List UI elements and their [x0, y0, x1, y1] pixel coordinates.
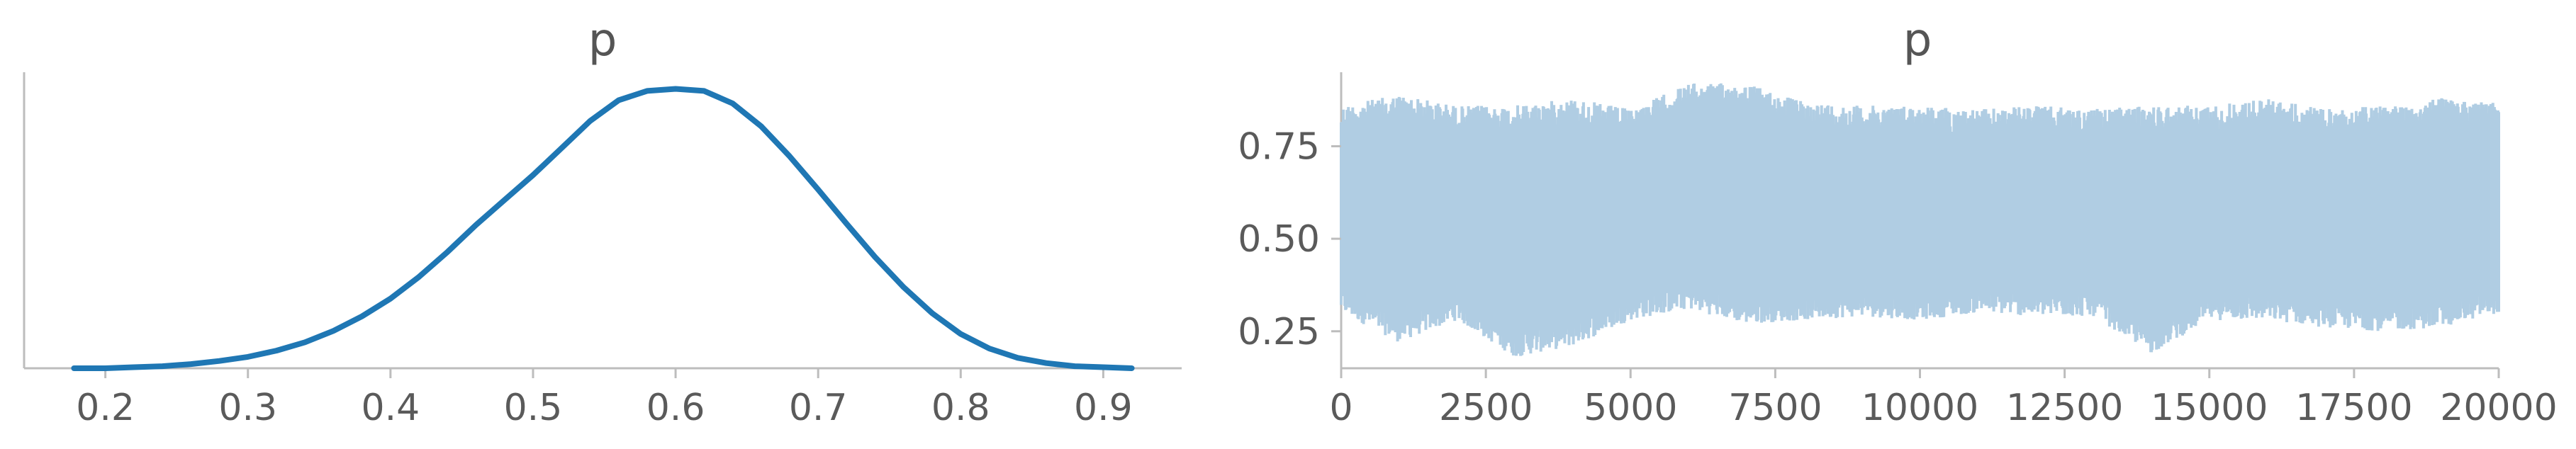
density-panel: p 0.2 0.3 0.4 0.5 0.6 0.7 0.8 0.9 — [23, 14, 1182, 429]
density-x-tick-label: 0.3 — [218, 387, 277, 429]
density-x-tick-label: 0.8 — [931, 387, 990, 429]
trace-panel: p 0 2500 5000 7500 10000 12500 15000 17500 20000… — [1238, 14, 2557, 429]
density-curve — [71, 86, 1135, 371]
density-x-tick-label: 0.5 — [504, 387, 563, 429]
trace-band — [1340, 83, 2500, 356]
trace-x-tick-label: 5000 — [1584, 387, 1677, 429]
density-x-tick-label: 0.6 — [646, 387, 705, 429]
trace-x-tick-label: 0 — [1329, 387, 1353, 429]
trace-x-tick-label: 20000 — [2440, 387, 2557, 429]
trace-x-tick-label: 10000 — [1861, 387, 1978, 429]
trace-x-tick-label: 7500 — [1728, 387, 1822, 429]
trace-y-tick-label: 0.25 — [1238, 311, 1320, 353]
density-x-tick-label: 0.4 — [361, 387, 420, 429]
density-x-tick-label: 0.2 — [76, 387, 135, 429]
trace-x-ticks: 0 2500 5000 7500 10000 12500 15000 17500 20000 — [1329, 368, 2558, 429]
trace-title: p — [1903, 14, 1932, 67]
density-x-ticks: 0.2 0.3 0.4 0.5 0.6 0.7 0.8 0.9 — [76, 368, 1133, 429]
density-x-tick-label: 0.7 — [789, 387, 848, 429]
trace-x-tick-label: 17500 — [2295, 387, 2412, 429]
trace-y-ticks: 0.25 0.50 0.75 — [1238, 126, 1341, 353]
trace-x-tick-label: 15000 — [2151, 387, 2268, 429]
trace-x-tick-label: 12500 — [2006, 387, 2123, 429]
trace-y-tick-label: 0.50 — [1238, 218, 1320, 261]
density-x-tick-label: 0.9 — [1074, 387, 1133, 429]
trace-x-tick-label: 2500 — [1439, 387, 1533, 429]
density-title: p — [588, 14, 617, 67]
trace-y-tick-label: 0.75 — [1238, 126, 1320, 169]
